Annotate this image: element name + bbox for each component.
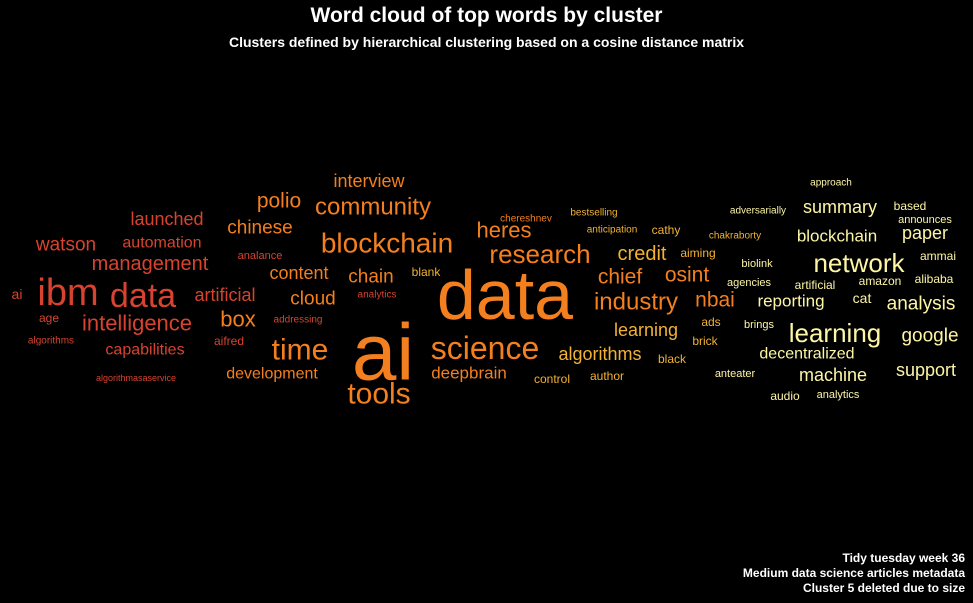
word-analysis-cluster-4: analysis	[887, 294, 956, 315]
word-ammai-cluster-4: ammai	[920, 249, 956, 263]
word-ai-cluster-1: ai	[12, 286, 23, 302]
word-heres-cluster-2: heres	[476, 218, 531, 243]
word-blank-cluster-3: blank	[412, 265, 442, 279]
word-blockchain-cluster-2: blockchain	[321, 228, 453, 259]
word-intelligence-cluster-1: intelligence	[82, 311, 192, 336]
word-chereshnev-cluster-2: chereshnev	[500, 214, 552, 225]
word-network-cluster-4: network	[813, 248, 905, 278]
word-deepbrain-cluster-2: deepbrain	[431, 364, 507, 383]
word-launched-cluster-1: launched	[130, 209, 203, 229]
word-audio-cluster-4: audio	[770, 389, 800, 403]
word-control-cluster-3: control	[534, 372, 570, 386]
word-polio-cluster-2: polio	[257, 190, 301, 213]
word-artificial-cluster-4: artificial	[795, 278, 836, 292]
word-bestselling-cluster-3: bestselling	[570, 208, 617, 219]
word-algorithms-cluster-1: algorithms	[28, 336, 74, 347]
word-learning-cluster-3: learning	[614, 320, 678, 340]
word-box-cluster-2: box	[220, 307, 255, 332]
word-approach-cluster-4: approach	[810, 178, 852, 189]
word-industry-cluster-2: industry	[594, 289, 678, 316]
word-ads-cluster-3: ads	[701, 315, 720, 329]
word-cloud-cluster-2: cloud	[290, 289, 335, 310]
word-research-cluster-2: research	[489, 239, 590, 269]
word-chief-cluster-2: chief	[598, 266, 643, 289]
word-blockchain-cluster-4: blockchain	[797, 227, 877, 246]
word-anticipation-cluster-3: anticipation	[587, 225, 638, 236]
caption-line-3: Cluster 5 deleted due to size	[802, 581, 965, 595]
word-google-cluster-4: google	[901, 326, 958, 347]
word-paper-cluster-4: paper	[902, 223, 948, 243]
word-announces-cluster-4: announces	[898, 214, 952, 226]
word-black-cluster-3: black	[658, 352, 687, 366]
word-data-cluster-1: data	[110, 277, 176, 315]
word-cat-cluster-4: cat	[853, 290, 872, 306]
word-osint-cluster-2: osint	[665, 264, 710, 287]
word-community-cluster-2: community	[315, 194, 431, 221]
word-adversarially-cluster-4: adversarially	[730, 206, 786, 217]
word-analytics-cluster-1: analytics	[358, 290, 397, 301]
word-chinese-cluster-2: chinese	[227, 218, 293, 239]
word-chakraborty-cluster-3: chakraborty	[709, 231, 761, 242]
word-analance-cluster-1: analance	[238, 250, 283, 262]
word-brick-cluster-3: brick	[692, 334, 718, 348]
word-nbai-cluster-2: nbai	[695, 289, 735, 312]
word-chain-cluster-2: chain	[348, 267, 393, 288]
word-machine-cluster-4: machine	[799, 365, 867, 385]
word-reporting-cluster-4: reporting	[757, 292, 824, 311]
word-data-cluster-2: data	[437, 256, 573, 334]
word-artificial-cluster-1: artificial	[194, 285, 255, 305]
chart-title: Word cloud of top words by cluster	[310, 4, 663, 27]
word-aiming-cluster-3: aiming	[680, 246, 715, 260]
word-development-cluster-2: development	[226, 366, 318, 383]
caption-line-1: Tidy tuesday week 36	[842, 551, 965, 565]
word-interview-cluster-2: interview	[333, 171, 405, 191]
word-decentralized-cluster-4: decentralized	[759, 346, 854, 363]
chart-subtitle: Clusters defined by hierarchical cluster…	[228, 34, 745, 50]
word-agencies-cluster-4: agencies	[727, 277, 772, 289]
word-content-cluster-2: content	[269, 263, 328, 283]
word-tools-cluster-2: tools	[347, 378, 410, 411]
word-based-cluster-4: based	[894, 199, 927, 213]
caption: Tidy tuesday week 36 Medium data science…	[743, 551, 965, 596]
word-analytics-cluster-4: analytics	[817, 389, 860, 401]
caption-line-2: Medium data science articles metadata	[742, 566, 965, 580]
word-capabilities-cluster-1: capabilities	[105, 342, 184, 359]
word-support-cluster-4: support	[896, 360, 956, 380]
word-science-cluster-2: science	[431, 330, 540, 366]
word-alibaba-cluster-4: alibaba	[915, 272, 954, 286]
word-watson-cluster-1: watson	[35, 235, 96, 256]
word-aifred-cluster-1: aifred	[214, 334, 244, 348]
word-cathy-cluster-3: cathy	[652, 223, 681, 237]
word-ibm-cluster-1: ibm	[37, 272, 98, 314]
word-learning-cluster-4: learning	[789, 318, 882, 348]
word-time-cluster-2: time	[272, 334, 329, 367]
word-brings-cluster-4: brings	[744, 319, 774, 331]
word-algorithms-cluster-3: algorithms	[558, 344, 641, 364]
word-amazon-cluster-4: amazon	[859, 274, 902, 288]
word-automation-cluster-1: automation	[122, 235, 201, 252]
word-biolink-cluster-4: biolink	[741, 258, 773, 270]
word-anteater-cluster-4: anteater	[715, 368, 756, 380]
word-ai-cluster-2: ai	[352, 308, 414, 397]
word-author-cluster-3: author	[590, 369, 624, 383]
word-management-cluster-1: management	[92, 253, 209, 275]
word-addressing-cluster-1: addressing	[274, 315, 323, 326]
word-age-cluster-1: age	[39, 311, 59, 325]
word-algorithmasaservice-cluster-1: algorithmasaservice	[96, 373, 176, 383]
word-credit-cluster-3: credit	[618, 243, 667, 265]
word-summary-cluster-4: summary	[803, 197, 877, 217]
